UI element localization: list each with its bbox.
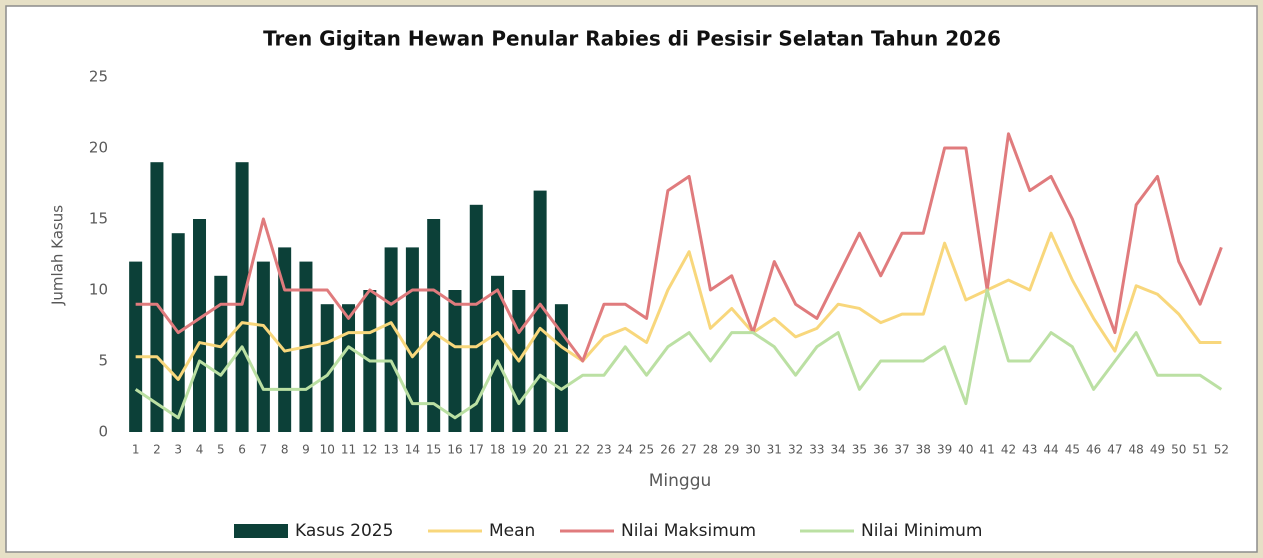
x-tick-label: 38 [916, 443, 931, 457]
x-tick-label: 41 [980, 443, 995, 457]
y-tick-label: 20 [89, 139, 108, 157]
bar [427, 219, 441, 432]
x-tick-label: 7 [260, 443, 268, 457]
bar [150, 162, 164, 432]
legend-label: Mean [489, 521, 535, 541]
x-tick-label: 31 [767, 443, 782, 457]
x-tick-label: 49 [1150, 443, 1165, 457]
legend-label: Nilai Minimum [861, 521, 983, 541]
x-tick-label: 24 [618, 443, 633, 457]
x-tick-label: 2 [153, 443, 161, 457]
x-tick-label: 3 [174, 443, 182, 457]
bar [193, 219, 207, 432]
y-tick-label: 5 [98, 352, 108, 370]
y-tick-label: 25 [89, 68, 108, 86]
x-tick-label: 22 [575, 443, 590, 457]
x-axis-label: Minggu [649, 471, 712, 491]
x-tick-label: 45 [1065, 443, 1080, 457]
line-series [134, 288, 1223, 420]
x-tick-label: 25 [639, 443, 654, 457]
bar [278, 247, 292, 432]
x-tick-label: 51 [1192, 443, 1207, 457]
bar [320, 304, 334, 432]
y-axis-label: Jumlah Kasus [49, 205, 67, 306]
x-tick-label: 20 [532, 443, 547, 457]
y-tick-label: 15 [89, 210, 108, 228]
x-tick-label: 29 [724, 443, 739, 457]
legend-label: Kasus 2025 [295, 521, 393, 541]
x-tick-label: 27 [682, 443, 697, 457]
bar [554, 304, 568, 432]
bar [256, 261, 270, 432]
x-tick-label: 47 [1107, 443, 1122, 457]
legend-label: Nilai Maksimum [621, 521, 756, 541]
x-tick-label: 8 [281, 443, 289, 457]
x-tick-label: 23 [596, 443, 611, 457]
x-tick-label: 40 [958, 443, 973, 457]
x-tick-label: 39 [937, 443, 952, 457]
x-tick-label: 35 [852, 443, 867, 457]
x-tick-label: 21 [554, 443, 569, 457]
bar [448, 290, 462, 432]
x-tick-label: 34 [831, 443, 846, 457]
x-tick-label: 14 [405, 443, 420, 457]
legend-swatch [234, 524, 288, 538]
bar [235, 162, 249, 432]
x-tick-label: 44 [1043, 443, 1058, 457]
x-tick-label: 4 [196, 443, 204, 457]
x-tick-label: 13 [383, 443, 398, 457]
x-tick-label: 26 [660, 443, 675, 457]
x-tick-label: 1 [132, 443, 140, 457]
x-tick-label: 42 [1001, 443, 1016, 457]
x-tick-label: 6 [238, 443, 246, 457]
bar [469, 204, 483, 432]
bar [491, 275, 505, 432]
bar [129, 261, 143, 432]
x-tick-label: 48 [1129, 443, 1144, 457]
chart-title: Tren Gigitan Hewan Penular Rabies di Pes… [263, 27, 1001, 51]
x-tick-label: 46 [1086, 443, 1101, 457]
bar [342, 304, 356, 432]
bar [384, 247, 398, 432]
x-tick-label: 52 [1214, 443, 1229, 457]
bar [214, 275, 228, 432]
x-tick-label: 33 [809, 443, 824, 457]
x-tick-label: 10 [320, 443, 335, 457]
x-tick-label: 16 [447, 443, 462, 457]
x-tick-label: 5 [217, 443, 225, 457]
x-tick-label: 32 [788, 443, 803, 457]
x-tick-label: 15 [426, 443, 441, 457]
x-tick-label: 37 [894, 443, 909, 457]
x-tick-label: 36 [873, 443, 888, 457]
x-tick-label: 12 [362, 443, 377, 457]
line-series [135, 231, 1222, 381]
bar [533, 190, 547, 432]
x-tick-label: 9 [302, 443, 310, 457]
line-series [135, 132, 1223, 363]
x-tick-label: 17 [469, 443, 484, 457]
x-tick-label: 18 [490, 443, 505, 457]
x-tick-label: 11 [341, 443, 356, 457]
x-tick-label: 50 [1171, 443, 1186, 457]
x-tick-label: 19 [511, 443, 526, 457]
y-tick-label: 10 [89, 281, 108, 299]
x-tick-label: 43 [1022, 443, 1037, 457]
x-tick-label: 30 [745, 443, 760, 457]
y-tick-label: 0 [98, 423, 108, 441]
x-tick-label: 28 [703, 443, 718, 457]
